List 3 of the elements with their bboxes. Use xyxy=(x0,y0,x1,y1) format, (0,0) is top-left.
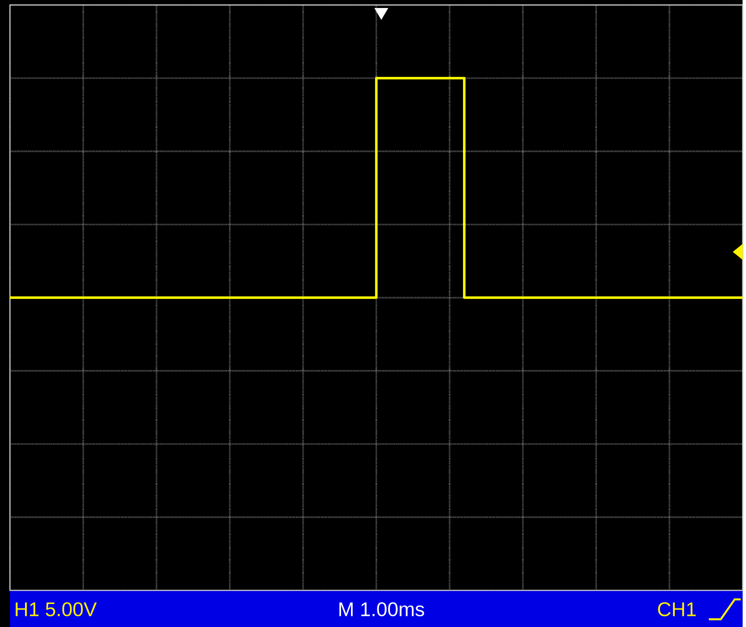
text: M 1.00ms xyxy=(339,602,424,616)
text: H1 5.00V xyxy=(16,602,97,616)
text: CH1 xyxy=(658,602,696,616)
